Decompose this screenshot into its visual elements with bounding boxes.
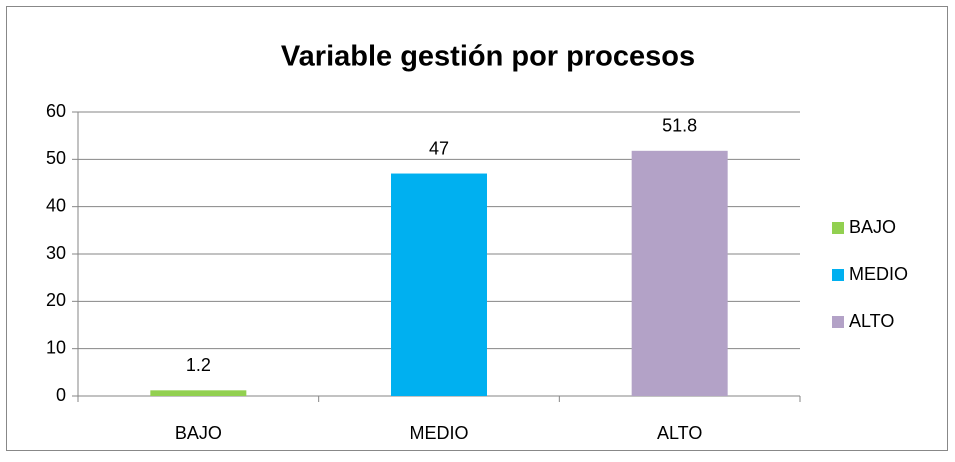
legend-label: BAJO [849, 217, 896, 237]
data-label: 51.8 [662, 116, 697, 136]
y-tick-label: 40 [46, 195, 66, 215]
y-tick-label: 50 [46, 148, 66, 168]
legend-swatch [832, 316, 844, 328]
x-tick-label: MEDIO [409, 423, 468, 443]
legend-label: MEDIO [849, 264, 908, 284]
x-tick-label: BAJO [175, 423, 222, 443]
legend-swatch [832, 269, 844, 281]
bar [150, 390, 247, 396]
y-tick-label: 10 [46, 337, 66, 357]
y-tick-label: 60 [46, 101, 66, 121]
legend-label: ALTO [849, 311, 894, 331]
chart-title: Variable gestión por procesos [281, 41, 695, 73]
data-label: 1.2 [186, 355, 211, 375]
legend-swatch [832, 222, 844, 234]
bar [631, 150, 728, 396]
data-label: 47 [429, 138, 449, 158]
bar [391, 173, 487, 396]
y-tick-label: 30 [46, 243, 66, 263]
x-tick-label: ALTO [657, 423, 702, 443]
y-tick-label: 0 [56, 385, 66, 405]
y-tick-label: 20 [46, 290, 66, 310]
